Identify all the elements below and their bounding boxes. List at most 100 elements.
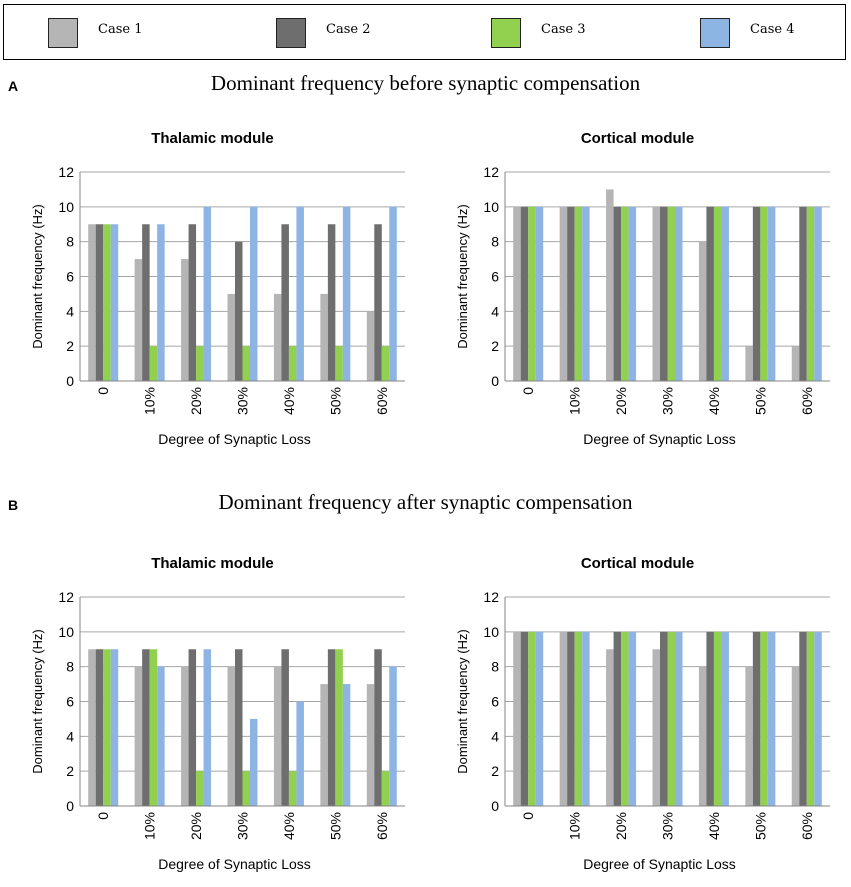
y-tick-label: 0: [491, 798, 499, 814]
panel-title-a: Dominant frequency before synaptic compe…: [210, 71, 641, 95]
y-tick-label: 0: [66, 798, 74, 814]
bar-case-2-3: [660, 631, 668, 806]
x-tick-label: 10%: [567, 387, 583, 415]
bar-case-4-0: [110, 224, 119, 381]
x-tick-label: 60%: [374, 812, 390, 840]
y-tick-label: 8: [66, 659, 74, 675]
y-tick-label: 6: [66, 269, 74, 285]
bar-case-3-2: [621, 206, 629, 381]
bar-case-3-4: [288, 346, 297, 381]
bar-case-4-1: [157, 666, 165, 806]
x-tick-label: 30%: [235, 387, 251, 415]
y-tick-label: 0: [66, 373, 74, 389]
bar-case-2-2: [188, 224, 197, 381]
bar-case-3-2: [621, 631, 629, 806]
x-tick-label: 0: [520, 812, 536, 820]
bar-case-3-1: [574, 206, 583, 381]
bar-case-4-6: [814, 206, 822, 381]
bar-case-3-5: [760, 206, 768, 381]
bar-case-1-5: [320, 684, 328, 806]
chart-title: Thalamic module: [151, 130, 274, 147]
bar-case-1-1: [134, 666, 143, 806]
bar-case-1-4: [698, 666, 707, 806]
bar-case-3-5: [335, 346, 343, 381]
x-tick-label: 20%: [188, 387, 204, 415]
x-tick-label: 50%: [327, 812, 343, 840]
x-tick-label: 40%: [706, 812, 722, 840]
bar-case-1-6: [791, 346, 800, 381]
bar-case-1-5: [320, 293, 328, 381]
bar-case-3-3: [667, 206, 675, 381]
x-tick-label: 30%: [660, 812, 676, 840]
y-tick-label: 0: [491, 373, 499, 389]
legend-swatch-case-2: [276, 18, 306, 48]
y-tick-label: 12: [483, 164, 499, 180]
y-axis-label: Dominant frequency (Hz): [455, 629, 470, 774]
bar-case-1-6: [366, 311, 375, 381]
bar-case-2-6: [799, 631, 807, 806]
bar-case-4-5: [342, 684, 351, 806]
bar-case-2-6: [374, 224, 382, 381]
bar-case-4-1: [157, 224, 165, 381]
bar-case-2-1: [567, 206, 575, 381]
bar-case-4-6: [389, 666, 397, 806]
y-tick-label: 4: [491, 728, 499, 744]
y-tick-label: 4: [66, 303, 74, 319]
bar-case-1-0: [88, 649, 96, 806]
bar-case-3-0: [103, 224, 111, 381]
x-tick-label: 50%: [752, 812, 768, 840]
bar-case-2-5: [327, 224, 336, 381]
x-tick-label: 40%: [281, 812, 297, 840]
bar-case-1-0: [88, 224, 96, 381]
bar-case-1-3: [227, 293, 235, 381]
bar-case-2-5: [752, 631, 761, 806]
x-tick-label: 0: [95, 812, 111, 820]
bar-case-2-5: [752, 206, 761, 381]
bar-case-2-3: [235, 241, 243, 381]
chart-a-cortical: Cortical module 0 2 4 6 8 10 12 Dominant frequen…: [455, 130, 830, 447]
y-tick-label: 8: [66, 234, 74, 250]
x-axis-label: Degree of Synaptic Loss: [158, 856, 311, 872]
y-tick-label: 2: [491, 763, 499, 779]
bar-case-1-6: [366, 684, 375, 806]
chart-b-cortical: Cortical module 0 2 4 6 8 10 12 Dominant frequen…: [455, 555, 830, 872]
bar-case-4-0: [535, 631, 544, 806]
y-axis-label: Dominant frequency (Hz): [455, 204, 470, 349]
bar-case-2-0: [520, 206, 529, 381]
bar-case-1-5: [745, 666, 753, 806]
y-tick-label: 2: [66, 763, 74, 779]
bar-case-3-3: [667, 631, 675, 806]
bar-case-1-2: [181, 259, 189, 381]
chart-title: Thalamic module: [151, 555, 274, 572]
bar-case-3-3: [242, 346, 250, 381]
x-tick-label: 20%: [613, 387, 629, 415]
x-tick-label: 20%: [613, 812, 629, 840]
bar-case-4-1: [582, 206, 590, 381]
chart-title: Cortical module: [581, 130, 694, 147]
panel-letter-a: A: [8, 78, 19, 94]
legend-swatch-case-4: [700, 18, 730, 48]
legend-label-case-1: Case 1: [98, 22, 143, 37]
bar-case-3-6: [806, 631, 815, 806]
bar-case-4-5: [767, 631, 776, 806]
bar-case-4-4: [721, 206, 729, 381]
x-tick-label: 40%: [706, 387, 722, 415]
bar-case-3-0: [528, 206, 536, 381]
bar-case-3-6: [381, 771, 390, 806]
bar-case-1-0: [513, 206, 521, 381]
bar-case-1-4: [273, 293, 282, 381]
x-tick-label: 60%: [799, 387, 815, 415]
bar-case-4-4: [721, 631, 729, 806]
legend-label-case-3: Case 3: [541, 22, 586, 37]
panel-letter-b: B: [8, 497, 19, 513]
y-tick-label: 12: [58, 589, 74, 605]
bar-case-2-4: [281, 224, 289, 381]
y-tick-label: 4: [491, 303, 499, 319]
bar-case-3-5: [760, 631, 768, 806]
bar-case-3-6: [381, 346, 390, 381]
bar-case-1-5: [745, 346, 753, 381]
bar-case-1-0: [513, 631, 521, 806]
bar-case-3-6: [806, 206, 815, 381]
bar-case-4-3: [250, 718, 258, 806]
bar-case-4-6: [389, 206, 397, 381]
